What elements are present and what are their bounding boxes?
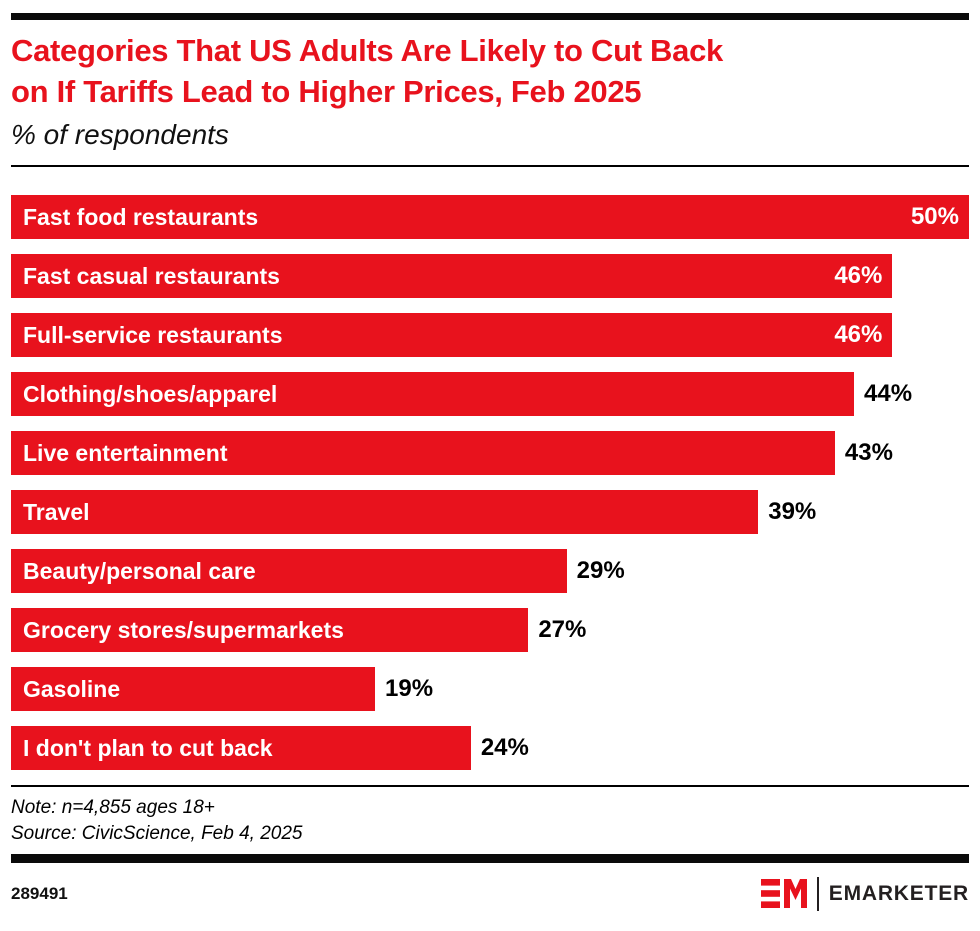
bottom-rule bbox=[11, 854, 969, 863]
page-title-line-2: on If Tariffs Lead to Higher Prices, Feb… bbox=[11, 74, 642, 109]
bar-label-3: Clothing/shoes/apparel bbox=[23, 380, 278, 407]
chart-subtitle: % of respondents bbox=[11, 119, 229, 150]
bar-row-9: I don't plan to cut back 24% bbox=[11, 726, 969, 770]
bar-3: Clothing/shoes/apparel bbox=[11, 372, 855, 416]
infographic-page: Categories That US Adults Are Likely to … bbox=[0, 13, 980, 931]
bar-value-4: 43% bbox=[844, 439, 893, 466]
emarketer-brand: EMARKETER bbox=[760, 877, 969, 911]
bar-value-5: 39% bbox=[768, 498, 817, 525]
bar-label-5: Travel bbox=[23, 498, 90, 525]
bar-row-4: Live entertainment 43% bbox=[11, 431, 969, 475]
bar-value-3: 44% bbox=[864, 380, 913, 407]
bar-label-0: Fast food restaurants bbox=[23, 203, 259, 230]
page-title-line-1: Categories That US Adults Are Likely to … bbox=[11, 33, 723, 68]
bar-row-5: Travel 39% bbox=[11, 490, 969, 534]
bar-1: Fast casual restaurants 46% bbox=[11, 254, 893, 298]
bar-6: Beauty/personal care bbox=[11, 549, 567, 593]
bar-row-8: Gasoline 19% bbox=[11, 667, 969, 711]
bar-value-0: 50% bbox=[910, 203, 959, 230]
note-text: Note: n=4,855 ages 18+ bbox=[11, 797, 215, 818]
bar-row-1: Fast casual restaurants 46% bbox=[11, 254, 969, 298]
bar-label-9: I don't plan to cut back bbox=[23, 734, 273, 761]
top-rule bbox=[11, 13, 969, 20]
bar-8: Gasoline bbox=[11, 667, 376, 711]
header-divider bbox=[11, 165, 969, 167]
chart-id: 289491 bbox=[11, 884, 68, 903]
bar-row-7: Grocery stores/supermarkets 27% bbox=[11, 608, 969, 652]
bar-value-6: 29% bbox=[576, 557, 625, 584]
bar-label-1: Fast casual restaurants bbox=[23, 262, 280, 289]
bar-7: Grocery stores/supermarkets bbox=[11, 608, 529, 652]
emarketer-logo-icon bbox=[760, 879, 807, 908]
bar-9: I don't plan to cut back bbox=[11, 726, 471, 770]
chart-notes: Note: n=4,855 ages 18+ Source: CivicScie… bbox=[11, 795, 969, 847]
logo-divider bbox=[816, 877, 819, 911]
bar-5: Travel bbox=[11, 490, 759, 534]
bar-label-2: Full-service restaurants bbox=[23, 321, 283, 348]
bar-2: Full-service restaurants 46% bbox=[11, 313, 893, 357]
brand-wordmark: EMARKETER bbox=[828, 882, 969, 905]
bar-label-8: Gasoline bbox=[23, 675, 121, 702]
footer-divider bbox=[11, 785, 969, 787]
bar-label-4: Live entertainment bbox=[23, 439, 228, 466]
bar-label-7: Grocery stores/supermarkets bbox=[23, 616, 344, 643]
source-text: Source: CivicScience, Feb 4, 2025 bbox=[11, 823, 303, 844]
bar-4: Live entertainment bbox=[11, 431, 835, 475]
bar-chart: Fast food restaurants 50% Fast casual rest… bbox=[11, 195, 969, 770]
bar-value-2: 46% bbox=[834, 321, 883, 348]
bar-label-6: Beauty/personal care bbox=[23, 557, 256, 584]
bar-value-8: 19% bbox=[385, 675, 434, 702]
footer-bar: 289491 EMARKETER bbox=[11, 873, 969, 915]
bar-row-2: Full-service restaurants 46% bbox=[11, 313, 969, 357]
page-title: Categories That US Adults Are Likely to … bbox=[11, 30, 969, 112]
bar-value-1: 46% bbox=[834, 262, 883, 289]
bar-row-3: Clothing/shoes/apparel 44% bbox=[11, 372, 969, 416]
bar-value-9: 24% bbox=[480, 734, 529, 761]
bar-row-0: Fast food restaurants 50% bbox=[11, 195, 969, 239]
bar-0: Fast food restaurants 50% bbox=[11, 195, 969, 239]
bar-value-7: 27% bbox=[538, 616, 587, 643]
bar-row-6: Beauty/personal care 29% bbox=[11, 549, 969, 593]
